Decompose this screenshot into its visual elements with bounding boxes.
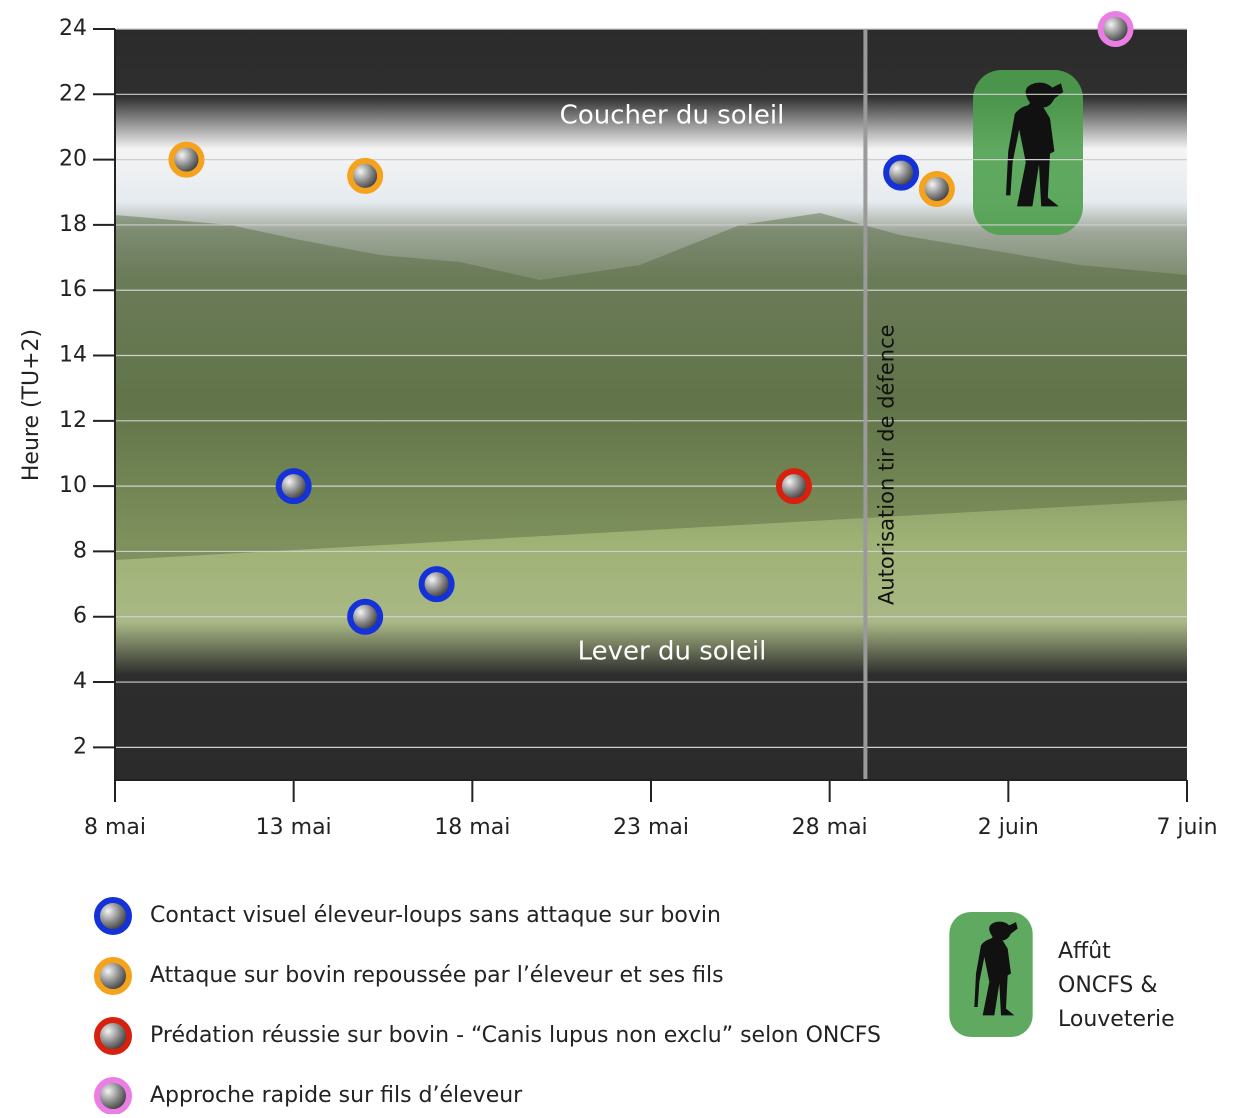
point bbox=[418, 566, 455, 603]
x-tick-label: 23 mai bbox=[613, 815, 689, 840]
y-tick-label: 4 bbox=[73, 669, 87, 694]
annotation-label: Autorisation tir de défence bbox=[874, 324, 898, 605]
y-tick-label: 14 bbox=[59, 343, 87, 368]
point bbox=[168, 141, 205, 178]
y-tick-label: 16 bbox=[59, 277, 87, 302]
y-axis-label: Heure (TU+2) bbox=[19, 329, 44, 481]
legend-label: Attaque sur bovin repoussée par l’éleveu… bbox=[150, 963, 724, 988]
series bbox=[775, 468, 812, 505]
y-tick-label: 6 bbox=[73, 604, 87, 629]
sunset-label: Coucher du soleil bbox=[560, 101, 785, 131]
y-tick-label: 18 bbox=[59, 212, 87, 237]
y-tick-label: 2 bbox=[73, 734, 87, 759]
legend-label: Prédation réussie sur bovin - “Canis lup… bbox=[150, 1023, 881, 1048]
plot-area: Coucher du soleil Lever du soleil Autori… bbox=[115, 28, 1187, 780]
y-tick-label: 22 bbox=[59, 81, 87, 106]
point bbox=[918, 170, 955, 207]
legend-marker bbox=[94, 1017, 132, 1055]
x-tick-label: 28 mai bbox=[792, 815, 868, 840]
series bbox=[168, 141, 955, 207]
legend-affut: Affût ONCFS & Louveterie bbox=[1058, 939, 1175, 1032]
legend-marker bbox=[94, 897, 132, 935]
x-tick-label: 2 juin bbox=[978, 815, 1039, 840]
point bbox=[347, 598, 384, 635]
point bbox=[775, 468, 812, 505]
y-tick-label: 20 bbox=[59, 147, 87, 172]
point bbox=[275, 468, 312, 505]
sunrise-label: Lever du soleil bbox=[578, 637, 767, 667]
point bbox=[347, 157, 384, 194]
y-tick-label: 12 bbox=[59, 408, 87, 433]
landscape bbox=[115, 213, 1187, 560]
legend-marker bbox=[94, 957, 132, 995]
series bbox=[1097, 11, 1134, 47]
legend-affut-label: Affût ONCFS & Louveterie bbox=[1058, 939, 1175, 1032]
x-tick-label: 8 mai bbox=[84, 815, 146, 840]
legend-label: Contact visuel éleveur-loups sans attaqu… bbox=[150, 903, 721, 928]
point bbox=[883, 154, 920, 191]
y-tick-label: 10 bbox=[59, 473, 87, 498]
legend-label: Approche rapide sur fils d’éleveur bbox=[150, 1083, 523, 1108]
legend-marker bbox=[94, 1077, 132, 1115]
x-tick-label: 18 mai bbox=[434, 815, 510, 840]
x-tick-label: 13 mai bbox=[256, 815, 332, 840]
series bbox=[275, 154, 920, 635]
y-tick-label: 8 bbox=[73, 538, 87, 563]
y-tick-label: 24 bbox=[59, 16, 87, 41]
x-tick-label: 7 juin bbox=[1156, 815, 1217, 840]
legend-affut-icon bbox=[949, 912, 1033, 1037]
point bbox=[1097, 11, 1134, 47]
